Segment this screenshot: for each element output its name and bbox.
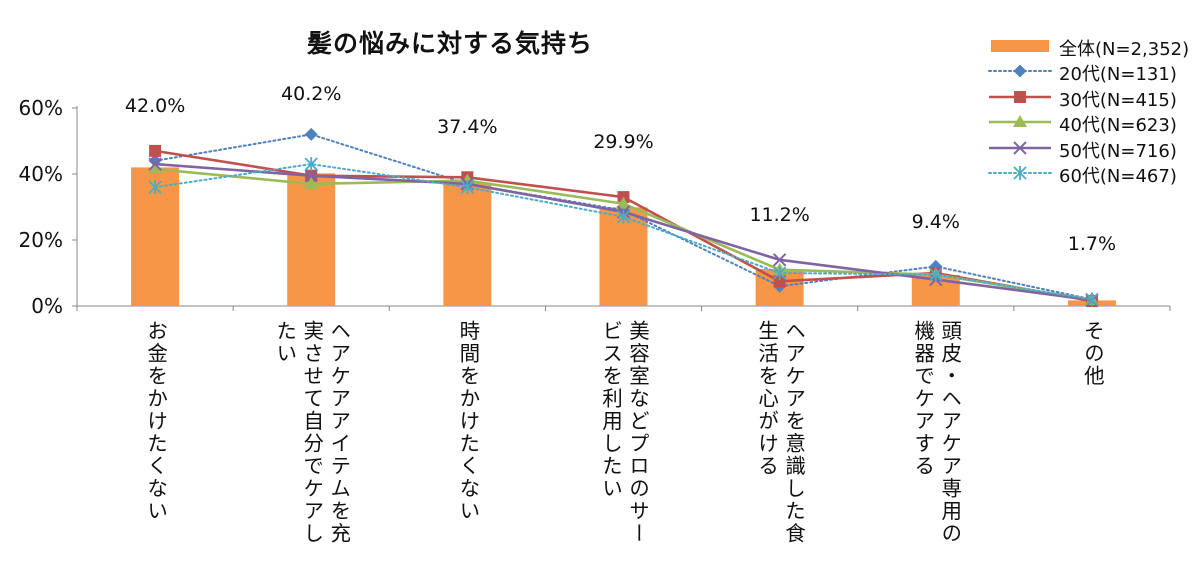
legend-marker [1013,115,1027,128]
data-point [304,176,319,189]
legend-swatch [991,40,1049,52]
legend-key [991,40,1049,52]
chart-title: 髪の悩みに対する気持ち [306,29,593,58]
data-point [772,253,787,267]
bar-value-label: 1.7% [1068,233,1116,255]
legend-key [988,64,1052,78]
data-point [304,168,318,183]
data-point [773,266,787,280]
legend-label: 40代(N=623) [1059,115,1177,137]
marker-stroke [772,253,787,267]
legend-key [989,90,1051,103]
bar-value-label: 40.2% [281,83,341,105]
category-label: ヘアケアを意識した食 生活を心がける [754,320,806,545]
legend-marker [1013,64,1027,78]
y-tick-label: 40% [19,162,63,186]
legend-item: 50代(N=716) [985,136,1197,162]
category-label: 美容室などプロのサー ビスを利用したい [598,320,650,545]
data-point [148,157,162,171]
legend-item: 60代(N=467) [985,161,1197,187]
y-tick-label: 60% [19,96,63,120]
legend-key [989,140,1051,155]
legend-item: 40代(N=623) [985,110,1197,137]
y-tick-label: 20% [19,228,63,252]
legend-label: 20代(N=131) [1059,64,1177,86]
marker-stroke [1013,140,1027,155]
legend-item: 30代(N=415) [985,85,1197,111]
data-point [148,180,162,195]
bar-value-label: 29.9% [593,131,653,153]
legend-key [988,165,1052,180]
legend-item: 20代(N=131) [985,59,1197,86]
legend-item: 全体(N=2,352) [985,34,1197,60]
legend-label: 50代(N=716) [1059,140,1177,162]
legend-marker [1013,140,1027,155]
legend-marker [1013,165,1027,180]
data-point [616,209,631,224]
bar [287,173,336,306]
legend: 全体(N=2,352) 20代(N=131) 30代(N=415) 40代(N=623… [985,34,1197,187]
bar-value-label: 9.4% [912,211,960,233]
data-point [304,157,318,172]
data-point [149,144,162,157]
legend-key [989,115,1051,128]
legend-label: 全体(N=2,352) [1059,39,1190,60]
bar [443,182,492,306]
category-label: 時間をかけたくない [455,320,480,523]
legend-label: 60代(N=467) [1059,165,1177,187]
data-point [773,275,786,288]
legend-marker [1014,90,1026,103]
category-label: 頭皮・ヘアケア専用の 機器でケアする [910,320,962,545]
category-label: その他 [1080,320,1105,388]
category-label: お金をかけたくない [143,320,168,523]
y-tick-label: 0% [31,294,63,318]
data-point [460,180,474,195]
bar-value-label: 42.0% [125,95,185,117]
data-point [616,196,631,209]
legend-label: 30代(N=415) [1059,89,1177,111]
data-point [148,162,163,175]
marker-stroke [304,168,318,183]
marker-stroke [148,157,162,171]
data-point [304,127,318,141]
bar-value-label: 11.2% [749,204,809,226]
data-point [1085,292,1099,307]
category-label: ヘアケアアイテムを充 実させて自分でケアし たい [272,320,351,545]
bar-value-label: 37.4% [437,116,497,138]
data-point [929,267,943,282]
